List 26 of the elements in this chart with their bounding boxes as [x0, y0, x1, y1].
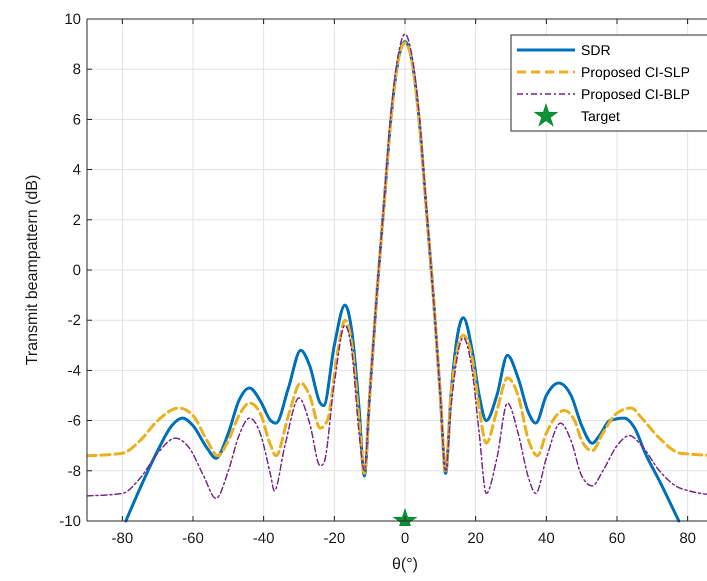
- y-tick-label: 2: [72, 212, 81, 229]
- x-tick-label: 60: [608, 530, 626, 547]
- legend-label: SDR: [581, 42, 611, 58]
- x-tick-label: -80: [111, 530, 134, 547]
- x-tick-label: 20: [467, 530, 484, 547]
- legend-label: Proposed CI-BLP: [581, 86, 690, 102]
- x-tick-label: -40: [252, 530, 275, 547]
- y-tick-label: 6: [72, 111, 81, 128]
- x-tick-label: 40: [538, 530, 555, 547]
- y-tick-label: 10: [64, 11, 81, 28]
- y-tick-label: -6: [68, 412, 81, 430]
- x-axis-title: θ(°): [392, 556, 418, 573]
- x-tick-label: -60: [182, 530, 204, 547]
- legend-label: Target: [581, 108, 620, 124]
- y-tick-label: -2: [68, 312, 81, 330]
- y-tick-label: -4: [68, 362, 81, 380]
- legend-label: Proposed CI-SLP: [581, 64, 690, 80]
- y-tick-label: -8: [68, 462, 81, 480]
- x-tick-label: 80: [679, 530, 696, 547]
- y-tick-label: -10: [59, 513, 81, 530]
- x-tick-label: -20: [323, 530, 346, 547]
- y-tick-label: 4: [72, 162, 81, 179]
- x-tick-label: 0: [400, 530, 410, 547]
- y-axis-title: Transmit beampattern (dB): [24, 174, 41, 366]
- y-tick-label: 0: [72, 262, 81, 279]
- y-tick-label: 8: [72, 61, 81, 78]
